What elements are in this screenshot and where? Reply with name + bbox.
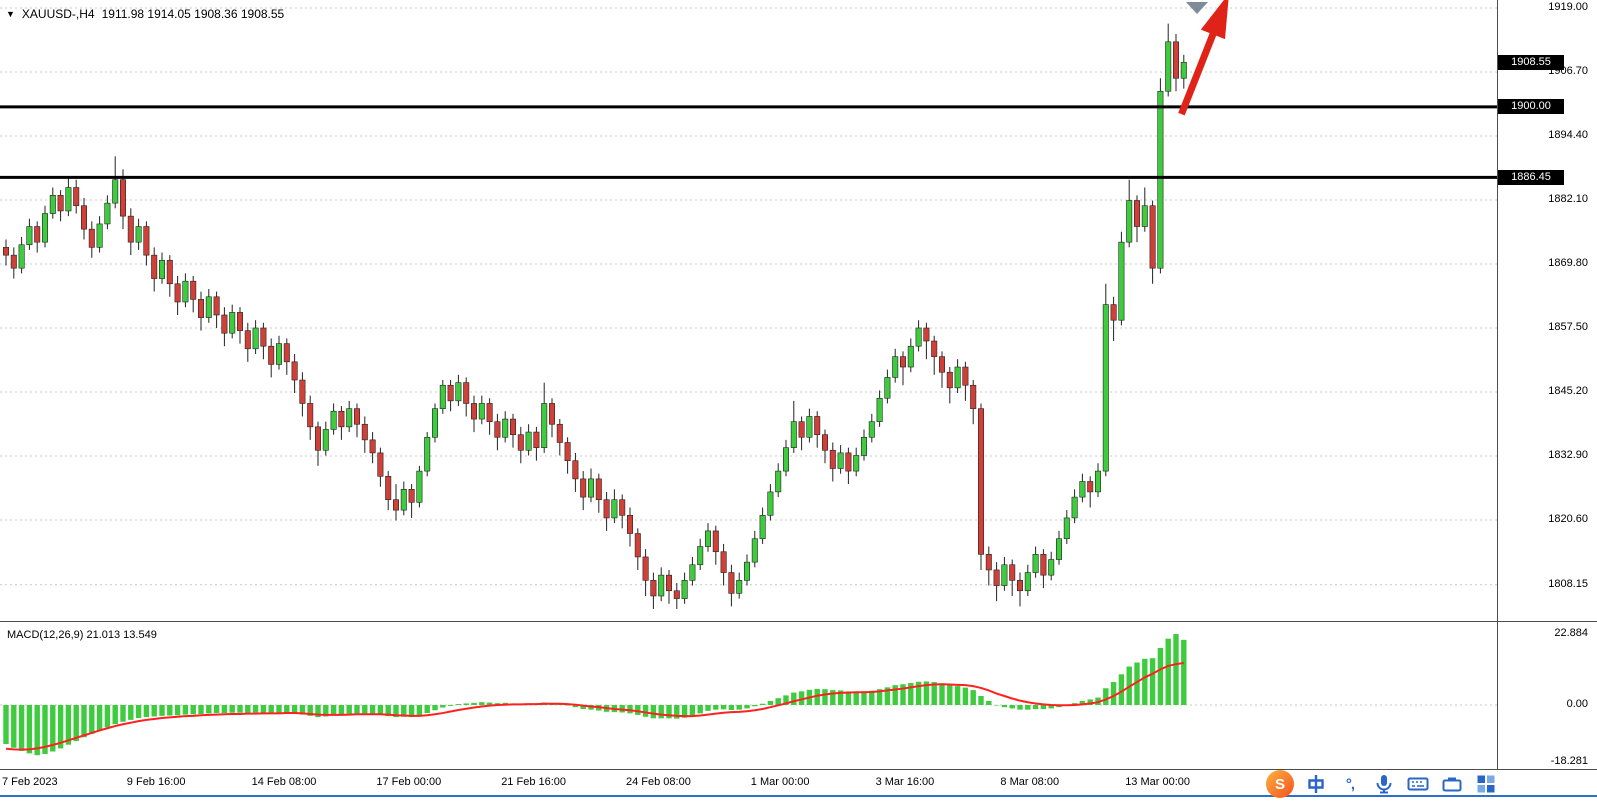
symbol-info-line: ▼ XAUUSD-,H4 1911.98 1914.05 1908.36 190…: [6, 7, 284, 21]
input-method-toolbar: S °,: [1266, 769, 1498, 799]
punctuation-mode-icon[interactable]: °,: [1345, 775, 1355, 793]
time-axis-label: 13 Mar 00:00: [1125, 776, 1191, 788]
candlestick-chart[interactable]: [0, 0, 1497, 622]
price-scale-label: 1869.80: [1548, 257, 1588, 269]
time-axis-label: 14 Feb 08:00: [251, 776, 317, 788]
price-scale-label: 1857.50: [1548, 321, 1588, 333]
price-scale-axis[interactable]: 1908.55 1900.00 1886.45 1919.00 1906.70 18…: [1497, 0, 1597, 770]
macd-scale-label: -18.281: [1550, 754, 1588, 767]
macd-scale-label: 22.884: [1554, 627, 1588, 640]
time-axis-label: 7 Feb 2023: [2, 776, 58, 788]
price-chart-area[interactable]: ▼ XAUUSD-,H4 1911.98 1914.05 1908.36 190…: [0, 0, 1497, 622]
symbol-timeframe-label: XAUUSD-,H4: [21, 7, 95, 21]
trend-arrow-head[interactable]: [1200, 0, 1229, 40]
chart-collapse-icon[interactable]: ▼: [6, 9, 15, 19]
price-scale-label: 1820.60: [1548, 513, 1588, 525]
time-scale-axis[interactable]: 7 Feb 2023 9 Feb 16:00 14 Feb 08:00 17 Feb …: [0, 770, 1497, 796]
price-gridlines: [0, 7, 1497, 586]
time-axis-label: 17 Feb 00:00: [376, 776, 442, 788]
macd-signal-line: [5, 662, 1184, 751]
app-grid-icon[interactable]: [1474, 772, 1498, 796]
ohlc-values-label: 1911.98 1914.05 1908.36 1908.55: [101, 7, 285, 21]
toolbox-icon[interactable]: [1440, 772, 1464, 796]
macd-histogram: [3, 634, 1187, 756]
chinese-mode-icon[interactable]: [1304, 772, 1328, 796]
top-marker-triangle-icon[interactable]: [1186, 2, 1208, 14]
price-scale-label: 1845.20: [1548, 385, 1588, 397]
macd-chart[interactable]: [0, 622, 1497, 770]
window-bottom-border: [0, 795, 1597, 797]
lower-level-badge: 1886.45: [1498, 169, 1564, 185]
macd-timeaxis-separator: [0, 769, 1597, 770]
price-scale-label: 1832.90: [1548, 449, 1588, 461]
price-scale-label: 1808.15: [1548, 577, 1588, 590]
time-axis-label: 24 Feb 08:00: [626, 776, 691, 788]
chart-macd-separator[interactable]: [0, 621, 1597, 622]
time-axis-label: 8 Mar 08:00: [1000, 776, 1060, 788]
price-scale-label: 1919.00: [1548, 1, 1588, 13]
macd-indicator-panel[interactable]: MACD(12,26,9) 21.013 13.549: [0, 622, 1497, 770]
upper-level-badge: 1900.00: [1498, 99, 1564, 115]
time-axis-label: 1 Mar 00:00: [750, 776, 810, 788]
price-scale-label: 1894.40: [1548, 129, 1588, 141]
trend-arrow-shaft[interactable]: [1178, 27, 1219, 116]
time-axis-label: 3 Mar 16:00: [875, 776, 935, 788]
price-scale-label: 1882.10: [1548, 193, 1588, 205]
macd-indicator-label: MACD(12,26,9) 21.013 13.549: [7, 629, 157, 641]
keyboard-icon[interactable]: [1406, 772, 1430, 796]
current-price-badge: 1908.55: [1498, 54, 1564, 70]
sogou-input-logo-icon[interactable]: S: [1266, 770, 1294, 798]
candles-layer: [2, 23, 1187, 609]
logo-letter: S: [1274, 775, 1285, 793]
time-axis-label: 21 Feb 16:00: [501, 776, 567, 788]
microphone-icon[interactable]: [1372, 772, 1396, 796]
time-axis-label: 9 Feb 16:00: [126, 776, 186, 788]
macd-scale-label: 0.00: [1566, 698, 1588, 710]
